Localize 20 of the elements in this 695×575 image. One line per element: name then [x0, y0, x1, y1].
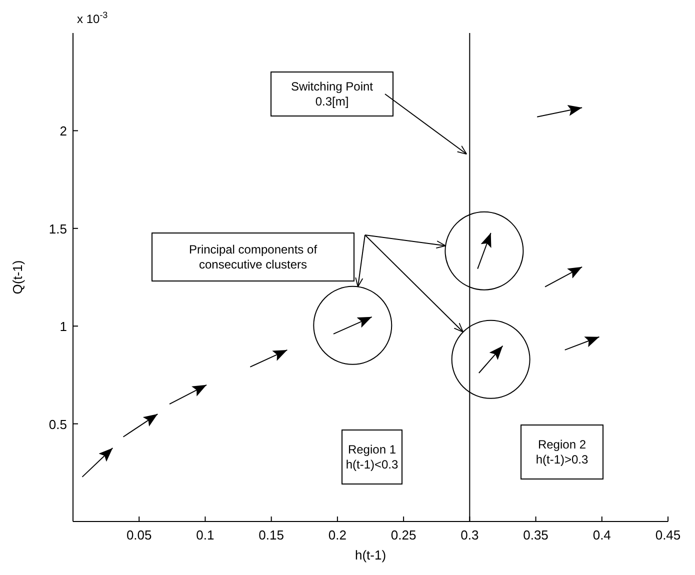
annotation: Region 2 h(t-1)>0.3	[536, 438, 589, 466]
y-tick-label: 2	[60, 124, 67, 139]
x-axis-title: h(t-1)	[354, 548, 386, 562]
y-axis-title: Q(t-1)	[10, 260, 25, 294]
y-tick-label: 0.5	[48, 416, 67, 432]
x-tick-label: 0.1	[196, 528, 214, 542]
y-tick-label: 1	[60, 319, 67, 334]
x-tick-label: 0.3	[460, 528, 479, 542]
y-tick-label: 1.5	[48, 221, 67, 236]
annotation: Principal components of consecutive clusters	[188, 242, 318, 272]
annotation: Region 1 h(t-1)<0.3	[346, 442, 399, 472]
x-tick-label: 0.45	[655, 528, 681, 542]
x-tick-label: 0.4	[592, 528, 611, 542]
x-tick-label: 0.25	[390, 528, 416, 542]
x-tick-label: 0.05	[126, 528, 152, 542]
x-tick-label: 0.15	[258, 528, 284, 542]
x-tick-label: 0.2	[328, 528, 346, 542]
text: x 10$^{-3}$	[77, 10, 108, 26]
x-tick-label: 0.35	[523, 528, 548, 542]
annotation: Switching Point 0.3[m]	[290, 80, 374, 108]
